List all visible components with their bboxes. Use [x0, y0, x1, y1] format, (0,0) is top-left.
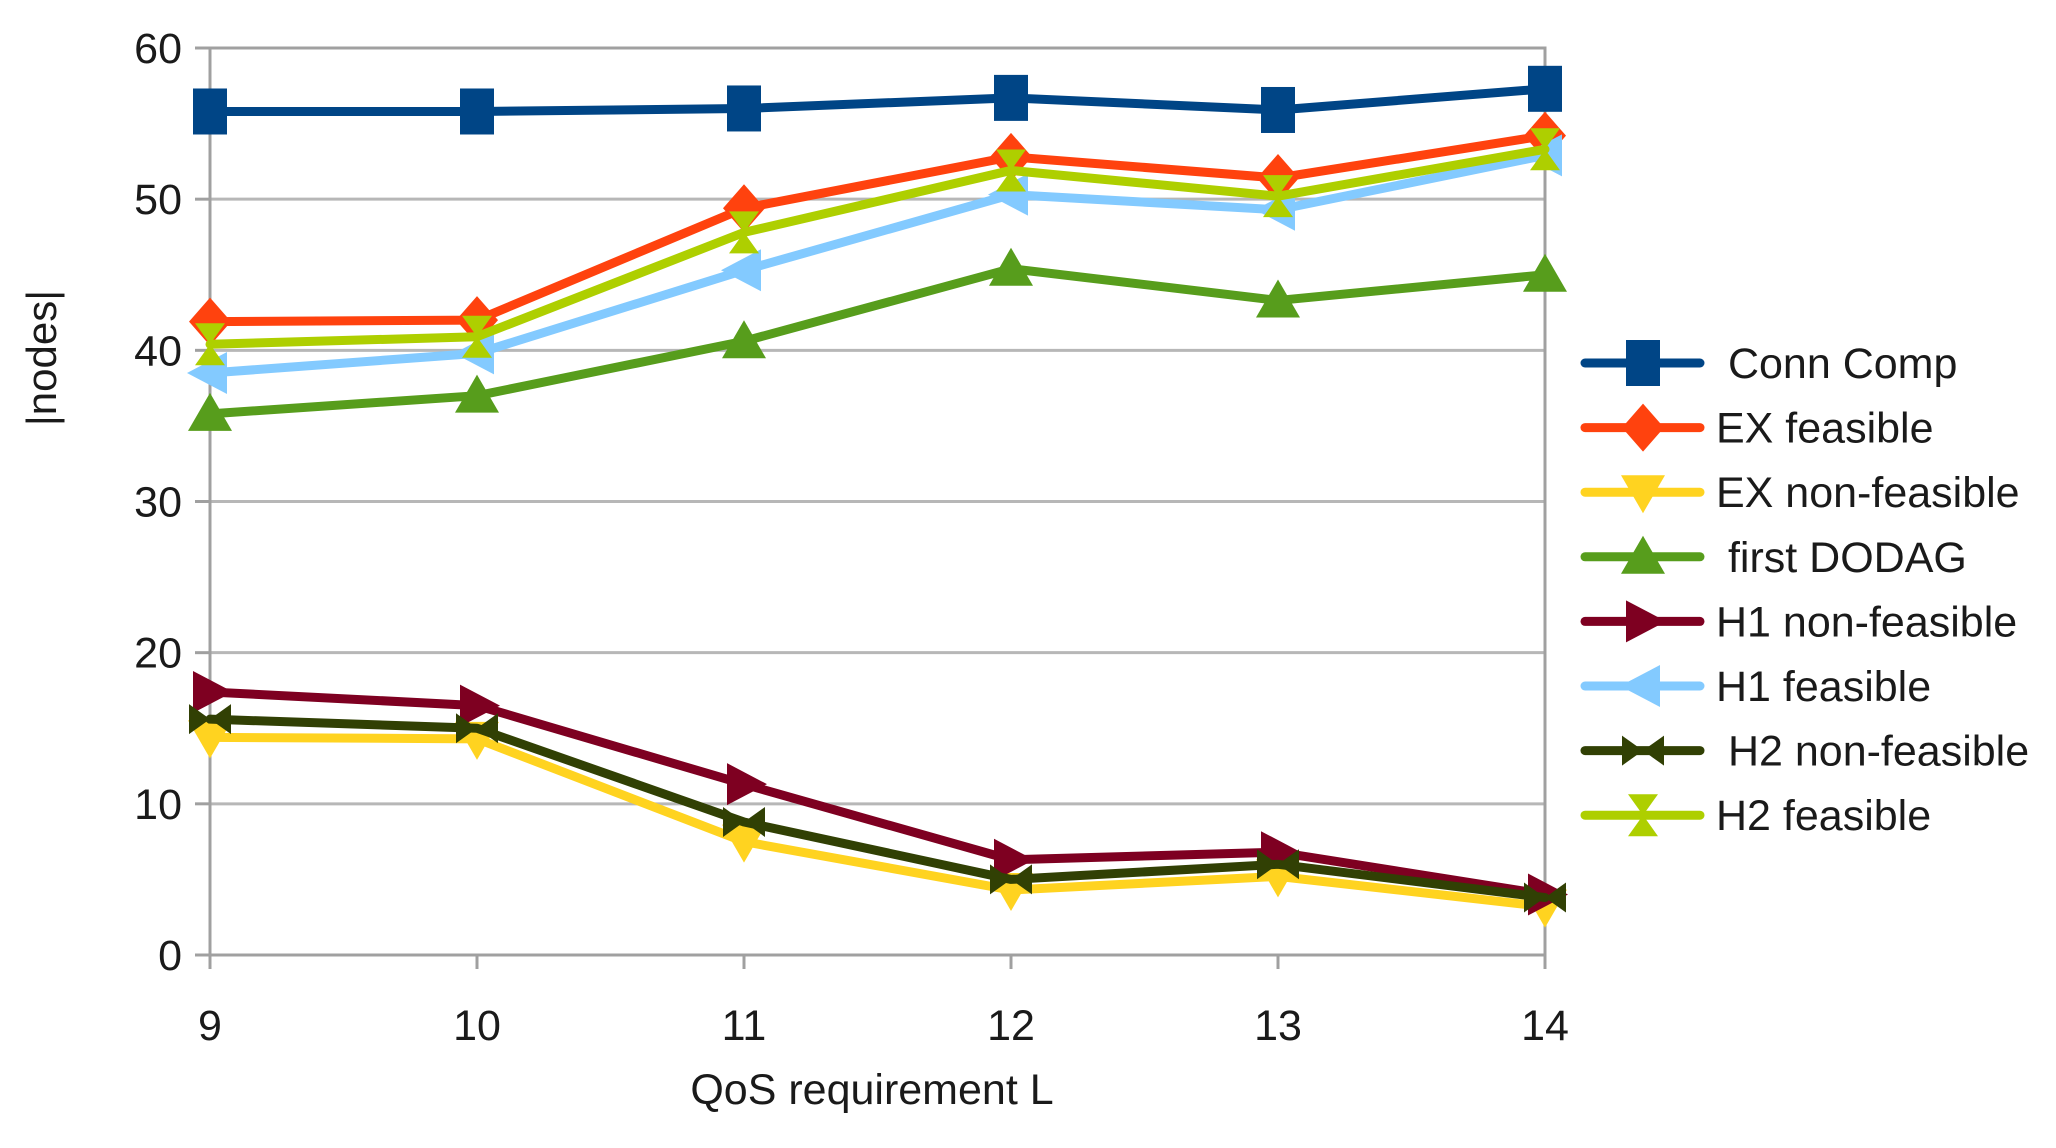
legend-item: H1 non-feasible [1580, 598, 2017, 646]
x-tick-label: 13 [1254, 1002, 1302, 1050]
data-point-marker [994, 74, 1028, 121]
series-first-dodag [188, 247, 1567, 431]
data-point-marker [193, 88, 227, 135]
legend-marker [1620, 665, 1660, 707]
legend-label: EX non-feasible [1716, 469, 2020, 517]
x-tick-label: 10 [453, 1002, 501, 1050]
legend-item: H1 feasible [1580, 663, 1931, 711]
legend-layer: Conn Comp EX feasible EX non-feasible firs… [1580, 340, 2029, 840]
series-line [205, 714, 1550, 903]
data-point-marker [989, 247, 1033, 286]
data-point-marker [723, 806, 765, 837]
series-h2-non-feasible [189, 704, 1566, 913]
legend-item: EX non-feasible [1580, 469, 2020, 517]
series-line [205, 84, 1550, 116]
series-line [205, 264, 1550, 419]
legend-label: H2 non-feasible [1716, 728, 2029, 776]
legend-marker [1621, 535, 1665, 574]
series-conn-comp [193, 65, 1562, 135]
data-point-marker [188, 720, 232, 759]
series-line [205, 144, 1550, 349]
data-point-marker [1523, 253, 1567, 292]
x-axis-title: QoS requirement L [690, 1066, 1053, 1114]
series-line [205, 732, 1550, 912]
x-tick-label: 9 [198, 1002, 222, 1050]
data-point-marker [721, 249, 761, 292]
legend-label: first DODAG [1716, 534, 1967, 582]
legend-label: H2 feasible [1716, 792, 1931, 840]
data-point-marker [193, 670, 233, 713]
data-point-marker [460, 88, 494, 135]
legend-marker [1621, 475, 1665, 514]
data-point-marker [723, 184, 765, 233]
data-point-marker [1261, 86, 1295, 133]
series-h1-feasible [187, 134, 1562, 395]
legend-marker [1622, 735, 1664, 766]
data-point-marker [727, 85, 761, 132]
legend-item: first DODAG [1580, 534, 1967, 582]
legend-label: Conn Comp [1716, 340, 1957, 388]
data-point-marker [994, 838, 1034, 881]
data-point-marker [1528, 65, 1562, 112]
data-point-marker [729, 211, 759, 254]
legend-label: EX feasible [1716, 405, 1934, 453]
data-point-marker [188, 392, 232, 431]
data-point-marker [1263, 175, 1293, 218]
series-line [205, 150, 1550, 378]
series-line [205, 131, 1550, 327]
data-point-marker [996, 149, 1026, 192]
data-point-marker [456, 713, 498, 744]
y-tick-label: 0 [158, 932, 182, 980]
y-tick-label: 40 [134, 327, 182, 375]
series-layer [187, 65, 1568, 928]
data-point-marker [455, 374, 499, 413]
data-point-marker [462, 315, 492, 358]
data-point-marker [1524, 882, 1566, 913]
y-axis-title: |nodes| [18, 290, 65, 426]
legend-marker [1628, 794, 1658, 837]
y-tick-label: 10 [134, 781, 182, 829]
data-point-marker [1257, 849, 1299, 880]
legend-item: EX feasible [1580, 403, 1934, 453]
data-point-marker [195, 323, 225, 366]
y-tick-label: 20 [134, 630, 182, 678]
data-point-marker [727, 763, 767, 806]
legend-label: H1 feasible [1716, 663, 1931, 711]
legend-item: Conn Comp [1580, 340, 1957, 388]
data-point-marker [722, 824, 766, 863]
x-tick-label: 11 [722, 1002, 767, 1050]
data-point-marker [990, 864, 1032, 895]
data-point-marker [1256, 279, 1300, 318]
y-tick-label: 30 [134, 479, 182, 527]
series-h2-feasible [195, 128, 1560, 366]
data-point-marker [189, 704, 231, 735]
legend-marker [1626, 600, 1666, 643]
legend-label: H1 non-feasible [1716, 598, 2017, 646]
data-point-marker [189, 297, 231, 346]
data-point-marker [460, 684, 500, 727]
legend-item: H2 non-feasible [1580, 728, 2029, 776]
series-h1-non-feasible [193, 670, 1568, 916]
axis-label-layer: 0 10 20 30 40 50 60 9 10 11 12 13 14 [134, 25, 1569, 1050]
y-tick-label: 50 [134, 176, 182, 224]
y-tick-label: 60 [134, 25, 182, 73]
x-tick-label: 14 [1521, 1002, 1569, 1050]
series-line [205, 687, 1550, 900]
legend-marker [1622, 403, 1664, 452]
legend-marker [1626, 340, 1660, 386]
x-tick-label: 12 [987, 1002, 1035, 1050]
data-point-marker [722, 320, 766, 359]
data-point-marker [1530, 128, 1560, 171]
legend-item: H2 feasible [1580, 792, 1931, 840]
